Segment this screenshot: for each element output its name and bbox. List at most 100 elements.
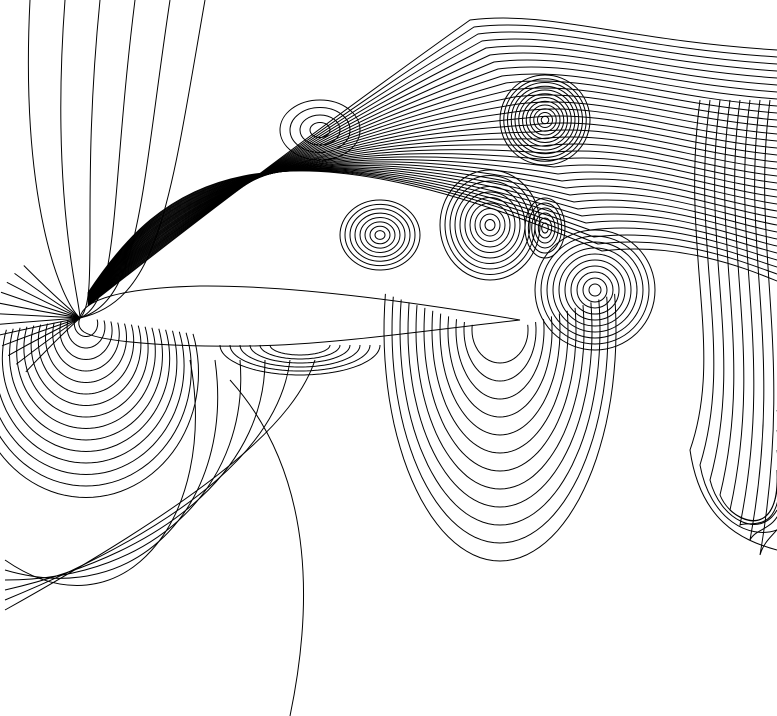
shear-layer-contour [87, 129, 777, 300]
right-contour [759, 99, 777, 556]
vortex-contour [537, 112, 553, 128]
vortex-contour [459, 191, 521, 259]
vortex-contour [570, 265, 620, 315]
leading-edge-contour [73, 319, 99, 337]
vortex-contour [279, 99, 361, 161]
vortex-contour [537, 217, 553, 239]
vortex-contour [534, 212, 556, 244]
vortex-contour [524, 197, 566, 259]
shear-layer-contour [87, 115, 777, 301]
wake-contour [439, 313, 561, 436]
lower-contour [259, 344, 341, 360]
leading-edge-contour [8, 328, 164, 441]
vortex-contour [364, 221, 396, 249]
right-contour [729, 99, 777, 521]
shear-layer-contour [87, 24, 777, 306]
vortex-contour [469, 202, 511, 248]
shear-layer-contour [87, 169, 777, 294]
wake-contour [455, 319, 545, 400]
vortex-contour [474, 208, 506, 242]
shear-layer-contour [87, 167, 777, 296]
right-contour [739, 99, 777, 526]
far-field-contour [79, 0, 171, 319]
shear-layer-contour [87, 156, 777, 298]
vortex-contour [479, 213, 501, 237]
shear-layer-contour [87, 163, 777, 297]
vortex-contour [533, 108, 557, 132]
shear-layer-contour [87, 149, 777, 299]
leading-edge-contour [0, 331, 185, 476]
vortex-contour [309, 122, 331, 138]
leading-edge-contour [1, 329, 171, 453]
vortex-contour [369, 225, 391, 245]
shear-layer-contour [87, 136, 777, 300]
shear-layer-contour [87, 66, 777, 304]
shear-layer-contour [87, 170, 777, 294]
wake-contour [391, 296, 609, 544]
lower-contour [219, 344, 381, 376]
leading-edge-contour [0, 332, 192, 487]
vortex-contour [349, 208, 411, 262]
shear-layer-contour [87, 101, 777, 302]
shear-layer-contour [87, 17, 777, 307]
shear-layer-contour [87, 169, 777, 295]
far-field-contour [229, 379, 304, 716]
leading-edge-contour [37, 324, 135, 395]
shear-layer-contour [87, 168, 777, 296]
vortex-contour [518, 93, 572, 147]
shear-layer-contour [87, 52, 777, 305]
vortex-contour [564, 259, 626, 321]
shear-layer-contour [87, 153, 777, 299]
leading-edge-ray [0, 313, 81, 319]
vortex-contour [289, 107, 351, 153]
wake-contour [399, 299, 601, 526]
lower-contour [269, 345, 331, 356]
vortex-contour [354, 212, 406, 258]
vortex-contour [484, 219, 496, 231]
wake-contour [415, 305, 585, 490]
vortex-contour [514, 89, 576, 151]
wake-contour [407, 302, 593, 508]
vortex-contour [299, 114, 341, 146]
vortex-contour [499, 74, 591, 166]
leading-edge-ray [25, 317, 81, 373]
wake-contour [431, 310, 569, 454]
vortex-contour [546, 241, 644, 339]
far-field-contour [79, 0, 136, 319]
right-contour [689, 99, 777, 551]
shear-layer-contour [87, 143, 777, 300]
shear-layer-contour [87, 108, 777, 302]
vortex-contour [525, 100, 565, 140]
vortex-contour [510, 85, 580, 155]
far-field-contour [4, 359, 316, 611]
vortex-contour [552, 247, 638, 333]
vortex-contour [464, 197, 516, 253]
far-field-contour [79, 0, 206, 319]
vortex-contour [522, 97, 568, 143]
leading-edge-contour [44, 323, 128, 384]
vortex-contour [541, 222, 549, 234]
right-contour [749, 99, 777, 541]
airfoil [78, 285, 521, 347]
leading-edge-contour [52, 322, 120, 372]
shear-layer-contour [87, 31, 777, 306]
vortex-contour [339, 199, 421, 271]
vortex-contour [534, 229, 656, 351]
shear-layer-contour [87, 164, 777, 297]
shear-layer-contour [87, 80, 777, 303]
shear-layer-contour [87, 38, 777, 306]
vortex-contour [374, 230, 386, 240]
leading-edge-ray [6, 281, 81, 319]
vortex-contour [540, 115, 550, 125]
shear-layer-contour [87, 45, 777, 305]
shear-layer-contour [87, 169, 777, 295]
shear-layer-contour [87, 73, 777, 304]
leading-edge-contour [23, 326, 149, 418]
leading-edge-contour [66, 320, 106, 349]
leading-edge-ray [23, 265, 81, 319]
far-field-contour [79, 0, 101, 319]
leading-edge-ray [0, 317, 81, 325]
